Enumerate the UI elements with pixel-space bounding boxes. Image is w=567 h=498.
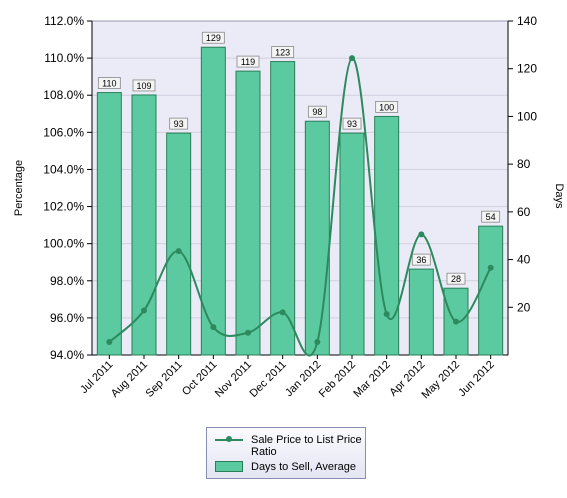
line-point: [245, 329, 251, 336]
data-label: 110: [102, 79, 116, 89]
line-point: [487, 264, 494, 271]
x-tick-label: Jun 2012: [456, 359, 496, 399]
left-tick-label: 106.0%: [43, 125, 84, 139]
data-label-box: [446, 272, 466, 285]
data-label: 28: [451, 274, 461, 284]
x-tick-label: May 2012: [419, 359, 462, 402]
x-tick-label: Sep 2011: [144, 359, 185, 400]
line-point: [383, 311, 390, 318]
data-label-box: [169, 117, 189, 130]
x-tick-label: Nov 2011: [213, 359, 254, 400]
data-label: 93: [174, 119, 184, 129]
right-tick-label: 100: [517, 109, 537, 123]
data-label: 119: [241, 57, 255, 67]
data-label-box: [307, 105, 327, 118]
data-label: 54: [486, 212, 496, 222]
line-point: [453, 318, 459, 325]
data-label: 93: [347, 119, 357, 129]
left-tick-label: 96.0%: [50, 311, 84, 325]
data-label-box: [481, 210, 501, 223]
legend-dot-swatch: [226, 436, 232, 442]
data-label-box: [201, 31, 225, 44]
bar: [166, 132, 192, 356]
left-tick-label: 112.0%: [44, 14, 84, 28]
left-tick-label: 98.0%: [50, 274, 84, 288]
legend-bar-swatch: [215, 461, 243, 472]
line-point: [175, 248, 182, 255]
left-tick-label: 102.0%: [43, 200, 84, 214]
data-label: 98: [312, 107, 322, 117]
line-point: [279, 309, 286, 316]
data-label-box: [375, 101, 399, 113]
left-tick-label: 94.0%: [50, 348, 84, 362]
left-tick-label: 108.0%: [43, 88, 84, 102]
bar: [96, 92, 122, 356]
bar: [200, 46, 226, 356]
right-tick-label: 60: [517, 205, 531, 219]
right-tick-label: 140: [517, 14, 537, 28]
right-tick-label: 40: [517, 253, 531, 267]
data-label: 100: [379, 102, 394, 112]
legend-label-days: Days to Sell, Average: [251, 461, 356, 473]
x-tick-label: Mar 2012: [351, 359, 392, 400]
x-tick-label: Aug 2011: [109, 359, 150, 400]
left-tick-label: 100.0%: [43, 237, 84, 251]
bar: [304, 120, 330, 356]
data-label-box: [342, 117, 362, 130]
bar: [408, 268, 434, 356]
legend-label-ratio: Sale Price to List Price Ratio: [251, 434, 362, 458]
bar: [478, 225, 504, 356]
data-label-box: [132, 79, 156, 92]
x-tick-label: Dec 2011: [248, 359, 289, 400]
data-label: 109: [136, 81, 151, 91]
data-label-box: [97, 77, 121, 89]
line-point: [141, 307, 147, 314]
right-tick-label: 20: [517, 300, 531, 314]
data-label-box: [411, 253, 431, 266]
left-tick-label: 110.0%: [44, 51, 84, 65]
data-label: 129: [206, 33, 221, 43]
right-tick-label: 120: [517, 62, 537, 76]
data-label-box: [236, 55, 260, 68]
line-point: [418, 231, 425, 238]
line-point: [349, 55, 355, 62]
bar: [374, 115, 400, 356]
bar: [131, 94, 157, 356]
left-tick-label: 104.0%: [43, 162, 84, 176]
data-label-box: [271, 46, 295, 58]
left-axis-title: Percentage: [13, 160, 25, 216]
legend: Sale Price to List Price Ratio Days to S…: [206, 427, 366, 479]
line-point: [106, 339, 113, 346]
data-label: 123: [275, 48, 290, 58]
x-tick-label: Feb 2012: [317, 359, 358, 400]
bar: [339, 132, 365, 356]
right-tick-label: 80: [517, 157, 531, 171]
data-label: 36: [416, 255, 426, 265]
right-axis-title: Days: [553, 183, 565, 209]
bar: [270, 61, 296, 356]
line-point: [210, 324, 217, 331]
line-point: [314, 339, 321, 346]
bar: [235, 70, 261, 356]
plot-area: [91, 20, 509, 356]
